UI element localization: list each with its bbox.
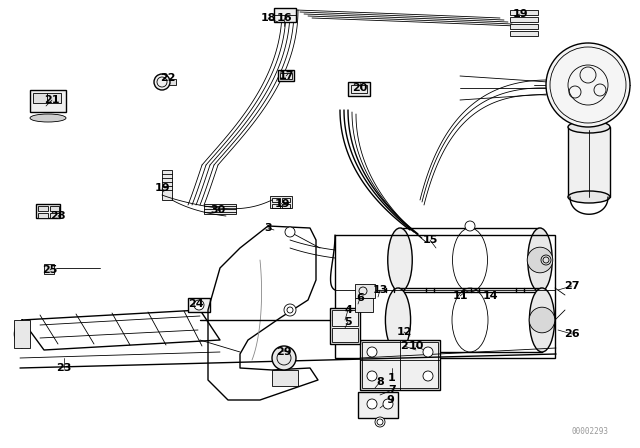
Ellipse shape <box>529 288 555 352</box>
Bar <box>510 31 538 36</box>
Bar <box>270 196 292 208</box>
Bar <box>44 264 54 274</box>
Text: 16: 16 <box>276 13 292 23</box>
Text: 19: 19 <box>154 183 170 193</box>
Bar <box>355 298 373 312</box>
Text: 00002293: 00002293 <box>572 427 609 436</box>
Bar <box>38 213 48 218</box>
Bar <box>568 127 610 197</box>
Bar <box>330 308 360 344</box>
Bar <box>274 8 296 22</box>
Bar <box>14 320 30 348</box>
Bar <box>38 206 48 211</box>
Ellipse shape <box>568 121 610 133</box>
Text: 30: 30 <box>211 205 226 215</box>
Text: 8: 8 <box>376 377 384 387</box>
Circle shape <box>546 43 630 127</box>
Circle shape <box>527 247 553 273</box>
Text: 22: 22 <box>160 73 176 83</box>
Text: 14: 14 <box>482 291 498 301</box>
Text: 15: 15 <box>422 235 438 245</box>
Text: 6: 6 <box>356 293 364 303</box>
Bar <box>278 70 294 81</box>
Bar <box>162 170 172 200</box>
Bar <box>280 73 292 79</box>
Ellipse shape <box>388 228 412 292</box>
Text: 17: 17 <box>278 71 294 81</box>
Ellipse shape <box>30 114 66 122</box>
Text: 23: 23 <box>56 363 72 373</box>
Text: 20: 20 <box>352 83 368 93</box>
Bar <box>348 82 370 96</box>
Text: 7: 7 <box>388 385 396 395</box>
Circle shape <box>194 300 204 310</box>
Bar <box>332 310 358 326</box>
Circle shape <box>154 74 170 90</box>
Text: 4: 4 <box>344 305 352 315</box>
Bar <box>510 17 538 22</box>
Circle shape <box>383 399 393 409</box>
Bar <box>188 298 210 312</box>
Text: 29: 29 <box>276 347 292 357</box>
Ellipse shape <box>528 228 552 292</box>
Text: 2: 2 <box>400 341 408 351</box>
Text: 5: 5 <box>344 317 352 327</box>
Bar <box>36 204 60 218</box>
Bar <box>272 198 280 202</box>
Bar <box>166 79 176 85</box>
Text: 11: 11 <box>452 291 468 301</box>
Text: 25: 25 <box>42 265 58 275</box>
Bar <box>282 198 290 202</box>
Circle shape <box>529 307 555 333</box>
Text: 10: 10 <box>408 341 424 351</box>
Bar <box>30 90 66 112</box>
Bar <box>510 10 538 15</box>
Text: 13: 13 <box>372 285 388 295</box>
Bar <box>335 235 555 358</box>
Text: 26: 26 <box>564 329 580 339</box>
Circle shape <box>367 347 377 357</box>
Text: 28: 28 <box>51 211 66 221</box>
Bar <box>272 370 298 386</box>
Circle shape <box>367 399 377 409</box>
Ellipse shape <box>568 191 610 203</box>
Circle shape <box>423 371 433 381</box>
Text: 19: 19 <box>512 9 528 19</box>
Text: 21: 21 <box>44 95 60 105</box>
Text: 19: 19 <box>274 199 290 209</box>
Bar <box>50 206 59 211</box>
Bar <box>358 392 398 418</box>
Circle shape <box>375 417 385 427</box>
Text: 18: 18 <box>260 13 276 23</box>
Ellipse shape <box>385 288 411 352</box>
Text: 3: 3 <box>264 223 272 233</box>
Bar <box>282 204 290 208</box>
Text: 27: 27 <box>564 281 580 291</box>
Bar <box>47 93 61 103</box>
Circle shape <box>285 227 295 237</box>
Text: 9: 9 <box>386 395 394 405</box>
Bar <box>50 213 59 218</box>
Circle shape <box>284 304 296 316</box>
Bar <box>355 284 375 298</box>
Bar <box>332 328 358 342</box>
Bar <box>510 24 538 29</box>
Bar <box>33 93 47 103</box>
Text: 24: 24 <box>188 299 204 309</box>
Bar <box>362 342 438 388</box>
Circle shape <box>465 221 475 231</box>
Circle shape <box>541 255 551 265</box>
Bar <box>204 204 236 214</box>
Bar <box>360 340 440 390</box>
Bar <box>351 85 367 93</box>
Circle shape <box>423 347 433 357</box>
Text: 1: 1 <box>388 373 396 383</box>
Circle shape <box>367 371 377 381</box>
Bar <box>272 204 280 208</box>
Text: 12: 12 <box>396 327 412 337</box>
Circle shape <box>272 346 296 370</box>
